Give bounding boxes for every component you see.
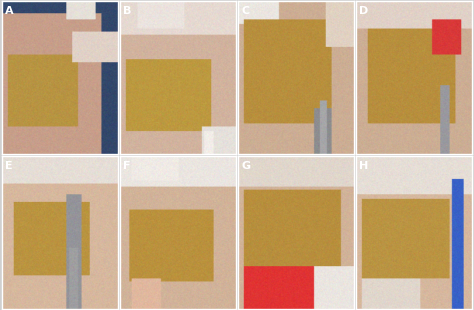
Text: D: D — [359, 6, 369, 16]
Text: A: A — [5, 6, 14, 16]
Text: F: F — [123, 161, 131, 171]
Text: G: G — [241, 161, 250, 171]
Text: E: E — [5, 161, 13, 171]
Text: C: C — [241, 6, 249, 16]
Text: B: B — [123, 6, 132, 16]
Text: H: H — [359, 161, 369, 171]
